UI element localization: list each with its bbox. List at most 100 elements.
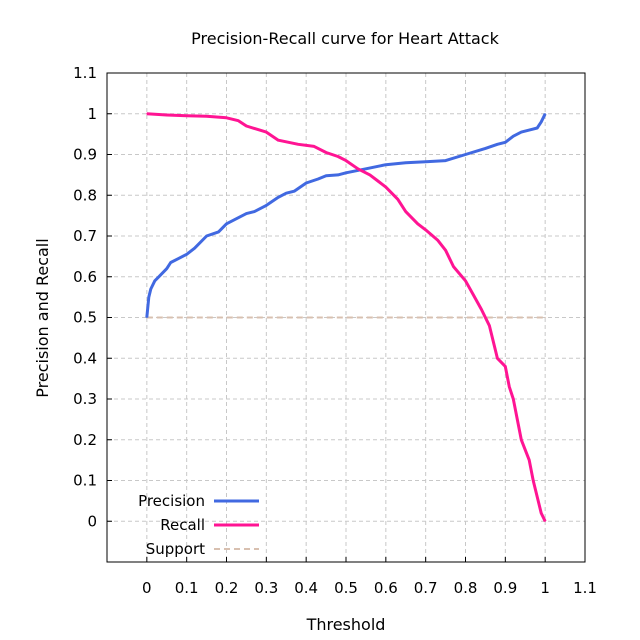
- x-tick-label: 0.9: [493, 579, 517, 597]
- precision-point: [464, 153, 467, 156]
- x-tick-label: 0.8: [454, 579, 478, 597]
- x-tick-label: 0.7: [414, 579, 438, 597]
- y-tick-label: 0.1: [73, 472, 97, 490]
- precision-point: [245, 212, 248, 215]
- y-tick-label: 0.9: [73, 146, 97, 164]
- recall-point: [385, 186, 387, 188]
- precision-point: [544, 113, 546, 115]
- recall-point: [512, 398, 514, 400]
- recall-point: [504, 365, 506, 367]
- x-tick-label: 0.4: [294, 579, 318, 597]
- x-axis-label: Threshold: [306, 615, 386, 634]
- recall-point: [337, 155, 339, 158]
- precision-point: [150, 288, 152, 290]
- recall-point: [325, 151, 327, 154]
- recall-point: [377, 180, 379, 182]
- precision-point: [158, 276, 160, 278]
- x-tick-label: 0.3: [254, 579, 278, 597]
- precision-point: [337, 174, 339, 176]
- x-tick-label: 0.5: [334, 579, 358, 597]
- support-point: [544, 316, 546, 319]
- precision-point: [385, 164, 387, 166]
- recall-point: [544, 520, 546, 522]
- precision-point: [233, 219, 236, 221]
- recall-point: [277, 139, 279, 141]
- precision-point: [186, 253, 188, 255]
- x-tick-label: 0.2: [215, 579, 239, 597]
- recall-point: [166, 114, 168, 116]
- x-tick-label: 1: [540, 579, 550, 597]
- y-tick-label: 0.4: [73, 349, 97, 367]
- precision-point: [520, 131, 522, 133]
- recall-point: [528, 459, 530, 461]
- precision-point: [285, 192, 287, 194]
- recall-point: [357, 168, 359, 170]
- precision-point: [365, 168, 367, 170]
- precision-point: [277, 196, 279, 198]
- recall-point: [405, 210, 407, 213]
- precision-point: [536, 127, 538, 129]
- recall-point: [472, 294, 475, 296]
- y-axis-label: Precision and Recall: [33, 238, 52, 397]
- y-tick-label: 1: [87, 105, 97, 123]
- precision-point: [405, 162, 407, 164]
- precision-point: [217, 231, 220, 233]
- recall-point: [464, 280, 467, 282]
- legend-label-recall: Recall: [160, 516, 205, 534]
- precision-point: [225, 223, 228, 225]
- recall-point: [437, 239, 439, 241]
- recall-point: [452, 265, 455, 268]
- recall-point: [186, 115, 188, 117]
- precision-point: [265, 204, 267, 207]
- precision-point: [504, 141, 506, 143]
- precision-point: [170, 261, 172, 264]
- recall-point: [397, 198, 399, 200]
- recall-point: [480, 308, 483, 310]
- precision-point: [444, 160, 447, 162]
- precision-point: [146, 316, 148, 319]
- y-tick-label: 0.3: [73, 390, 97, 408]
- recall-point: [205, 115, 208, 117]
- precision-point: [148, 296, 150, 298]
- precision-point: [512, 135, 514, 137]
- y-tick-label: 1.1: [73, 64, 97, 82]
- precision-point: [484, 147, 487, 149]
- chart-title: Precision-Recall curve for Heart Attack: [191, 29, 499, 48]
- recall-point: [425, 229, 427, 231]
- legend-label-precision: Precision: [138, 492, 205, 510]
- precision-point: [154, 280, 156, 282]
- precision-point: [325, 175, 327, 177]
- precision-point: [528, 129, 530, 131]
- recall-point: [237, 120, 240, 122]
- precision-point: [540, 121, 542, 123]
- recall-point: [496, 357, 498, 359]
- x-tick-label: 0: [142, 579, 152, 597]
- x-tick-label: 1.1: [573, 579, 597, 597]
- recall-point: [516, 418, 518, 420]
- recall-point: [265, 131, 267, 133]
- recall-point: [225, 117, 228, 119]
- precision-point: [305, 182, 307, 184]
- grid: [107, 72, 586, 562]
- y-tick-label: 0.7: [73, 227, 97, 245]
- precision-point: [496, 143, 498, 145]
- legend-label-support: Support: [146, 540, 205, 558]
- y-tick-label: 0.6: [73, 268, 97, 286]
- recall-point: [520, 439, 522, 441]
- recall-point: [297, 143, 299, 145]
- recall-point: [245, 125, 248, 127]
- recall-point: [532, 479, 534, 482]
- precision-point: [194, 247, 196, 249]
- recall-point: [492, 341, 494, 343]
- precision-point: [205, 235, 208, 237]
- y-tick-label: 0.8: [73, 186, 97, 204]
- precision-point: [345, 172, 347, 174]
- recall-point: [146, 113, 148, 115]
- legend: Precision Recall Support: [138, 492, 259, 558]
- recall-point: [488, 325, 490, 327]
- series-precision: [145, 113, 547, 319]
- recall-point: [369, 174, 371, 176]
- recall-point: [444, 249, 447, 251]
- recall-point: [417, 223, 419, 225]
